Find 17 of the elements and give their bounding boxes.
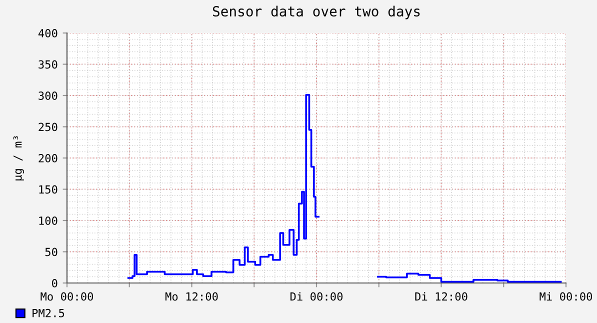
x-tick-label: Mo 00:00 [40, 292, 94, 301]
x-tick-label: Di 12:00 [415, 292, 468, 301]
legend-label: PM2.5 [32, 308, 64, 318]
y-tick-label: 0 [52, 279, 58, 288]
y-tick-label: 50 [45, 248, 58, 256]
y-tick-label: 100 [39, 216, 58, 225]
x-tick-label: Di 00:00 [290, 292, 343, 301]
y-tick-label: 400 [38, 29, 58, 38]
y-tick-label: 200 [38, 154, 58, 162]
chart-title: Sensor data over two days [212, 6, 420, 20]
y-axis-title: µg / m³ [13, 136, 24, 180]
y-tick-label: 300 [38, 92, 58, 100]
x-tick-label: Mi 00:00 [540, 292, 592, 301]
y-tick-label: 250 [38, 122, 58, 132]
y-tick-label: 350 [38, 60, 58, 69]
y-tick-label: 150 [39, 185, 58, 194]
x-tick-label: Mo 12:00 [165, 292, 218, 301]
